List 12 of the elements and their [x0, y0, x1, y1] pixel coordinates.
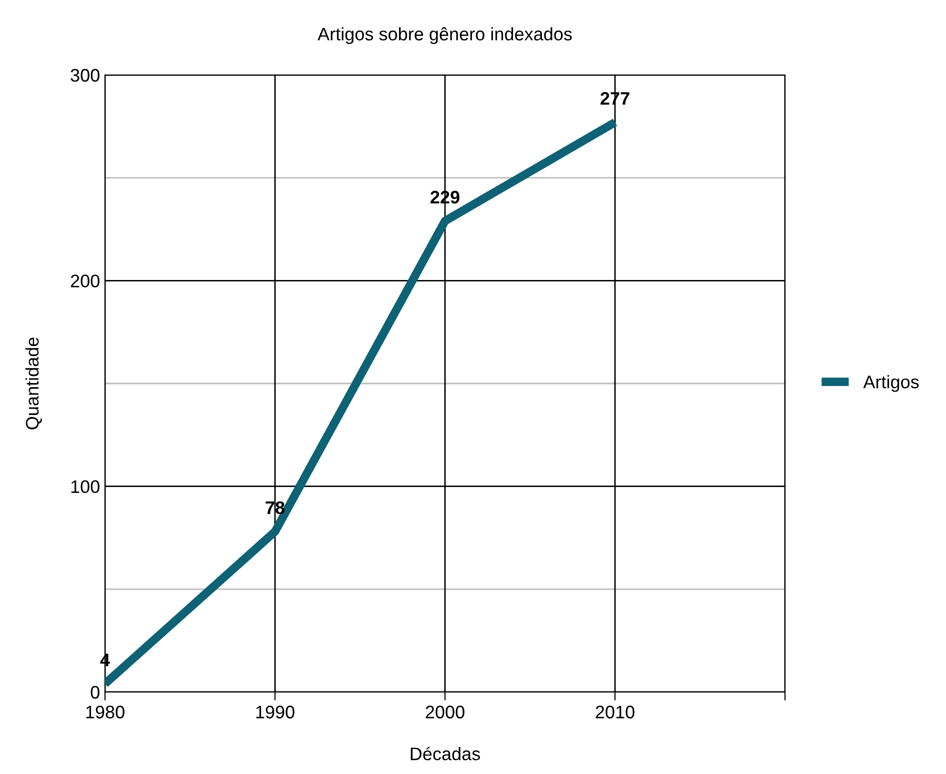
y-tick-label: 100: [71, 480, 100, 494]
x-tick-label: 2010: [596, 706, 634, 718]
x-tick-label: 1990: [256, 706, 294, 718]
x-tick-label: 1980: [86, 706, 124, 718]
y-tick-label: 200: [70, 274, 100, 288]
y-tick-label: 0: [90, 686, 100, 699]
chart-title: Artigos sobre gênero indexados: [318, 27, 572, 44]
legend-label: Artigos: [863, 375, 919, 392]
x-tick-label: 2000: [426, 706, 464, 718]
y-axis-title: Quantidade: [25, 338, 42, 430]
x-axis-title: Décadas: [410, 746, 480, 760]
y-tick-label: 300: [70, 68, 100, 82]
